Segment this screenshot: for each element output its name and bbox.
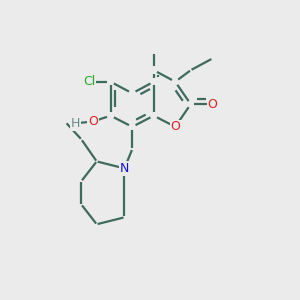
Text: O: O <box>170 120 180 133</box>
Text: O: O <box>207 98 217 111</box>
Text: O: O <box>88 115 98 128</box>
Text: N: N <box>120 162 129 175</box>
Text: Cl: Cl <box>83 75 95 88</box>
Text: H: H <box>71 117 81 130</box>
